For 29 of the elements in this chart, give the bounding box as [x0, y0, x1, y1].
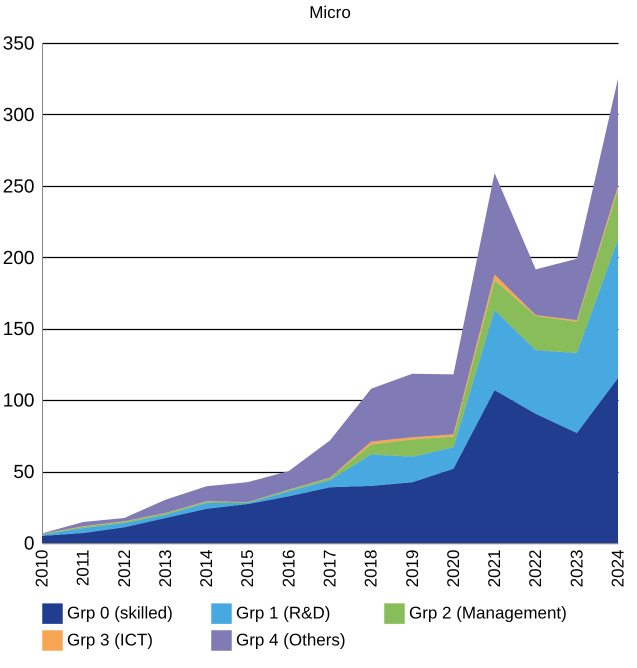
x-tick-label: 2017	[320, 550, 340, 588]
legend-label: Grp 1 (R&D)	[236, 604, 330, 623]
x-tick-label: 2019	[402, 550, 422, 588]
y-tick-label: 150	[2, 319, 34, 340]
y-tick-label: 0	[24, 534, 34, 554]
x-tick-label: 2023	[567, 550, 586, 588]
x-tick-label: 2020	[444, 550, 463, 588]
x-tick-label: 2011	[74, 550, 93, 586]
x-tick-label: 2015	[238, 550, 258, 588]
x-tick-label: 2024	[608, 550, 628, 588]
legend-label: Grp 4 (Others)	[236, 630, 346, 650]
y-tick-label: 250	[2, 176, 34, 198]
x-tick-label: 2016	[279, 550, 298, 588]
y-tick-label: 350	[2, 34, 34, 54]
y-tick-label: 50	[13, 462, 34, 484]
x-tick-label: 2021	[485, 550, 504, 588]
legend-label: Grp 0 (skilled)	[67, 604, 173, 623]
legend-label: Grp 2 (Management)	[409, 604, 567, 623]
x-tick-label: 2022	[526, 550, 546, 588]
x-tick-label: 2018	[362, 550, 381, 588]
x-tick-label: 2013	[156, 550, 175, 588]
legend-label: Grp 3 (ICT)	[67, 630, 153, 650]
x-tick-label: 2014	[197, 550, 216, 588]
x-tick-label: 2010	[32, 550, 52, 588]
chart-title: Micro	[309, 3, 351, 22]
y-tick-label: 100	[2, 390, 34, 412]
x-tick-label: 2012	[114, 550, 134, 588]
y-tick-label: 300	[2, 104, 34, 126]
y-tick-label: 200	[2, 248, 34, 269]
